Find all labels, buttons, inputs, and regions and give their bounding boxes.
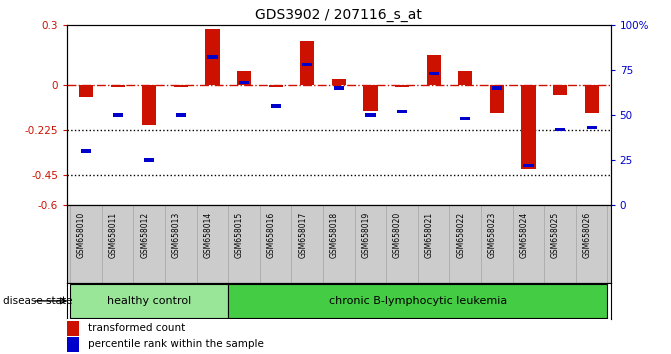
Bar <box>302 63 312 66</box>
Bar <box>553 85 567 95</box>
Text: transformed count: transformed count <box>88 323 185 333</box>
Bar <box>427 55 441 85</box>
Text: GSM658025: GSM658025 <box>551 212 560 258</box>
Bar <box>300 41 315 85</box>
Text: GSM658012: GSM658012 <box>140 212 149 258</box>
Bar <box>67 337 79 352</box>
Text: GSM658013: GSM658013 <box>172 212 181 258</box>
Text: healthy control: healthy control <box>107 296 191 306</box>
Bar <box>142 85 156 125</box>
Text: GSM658023: GSM658023 <box>488 212 497 258</box>
Bar <box>555 128 565 131</box>
Bar <box>207 56 217 59</box>
Text: GSM658016: GSM658016 <box>266 212 276 258</box>
Text: GSM658019: GSM658019 <box>362 212 370 258</box>
Bar <box>111 85 125 87</box>
Bar <box>586 126 597 130</box>
Text: GSM658014: GSM658014 <box>203 212 213 258</box>
Bar <box>205 29 219 85</box>
Text: GSM658022: GSM658022 <box>456 212 465 258</box>
Text: GSM658015: GSM658015 <box>235 212 244 258</box>
Bar <box>492 86 502 90</box>
Text: GSM658017: GSM658017 <box>298 212 307 258</box>
Bar <box>458 71 472 85</box>
Title: GDS3902 / 207116_s_at: GDS3902 / 207116_s_at <box>256 8 422 22</box>
Bar <box>270 104 280 108</box>
Text: GSM658026: GSM658026 <box>582 212 592 258</box>
Bar <box>460 117 470 120</box>
Bar <box>333 86 344 90</box>
Bar <box>523 164 533 167</box>
Text: GSM658011: GSM658011 <box>109 212 117 258</box>
Text: GSM658024: GSM658024 <box>519 212 529 258</box>
Text: disease state: disease state <box>3 296 73 306</box>
Bar <box>521 85 535 169</box>
Text: GSM658010: GSM658010 <box>77 212 86 258</box>
Text: GSM658018: GSM658018 <box>330 212 339 258</box>
Bar <box>490 85 504 113</box>
Bar <box>228 284 607 318</box>
Bar <box>331 79 346 85</box>
Bar <box>113 113 123 117</box>
Bar <box>67 321 79 336</box>
Bar <box>268 85 282 87</box>
Text: GSM658021: GSM658021 <box>425 212 433 258</box>
Bar <box>429 72 439 75</box>
Bar <box>174 85 188 87</box>
Bar <box>363 85 378 111</box>
Text: GSM658020: GSM658020 <box>393 212 402 258</box>
Bar <box>366 113 376 117</box>
Bar <box>81 149 91 153</box>
Bar <box>584 85 599 113</box>
Bar <box>70 284 228 318</box>
Bar <box>395 85 409 87</box>
Bar <box>397 110 407 113</box>
Bar <box>237 71 251 85</box>
Bar <box>176 113 186 117</box>
Bar <box>79 85 93 97</box>
Bar <box>239 81 249 84</box>
Bar <box>144 158 154 162</box>
Text: percentile rank within the sample: percentile rank within the sample <box>88 339 264 349</box>
Text: chronic B-lymphocytic leukemia: chronic B-lymphocytic leukemia <box>329 296 507 306</box>
